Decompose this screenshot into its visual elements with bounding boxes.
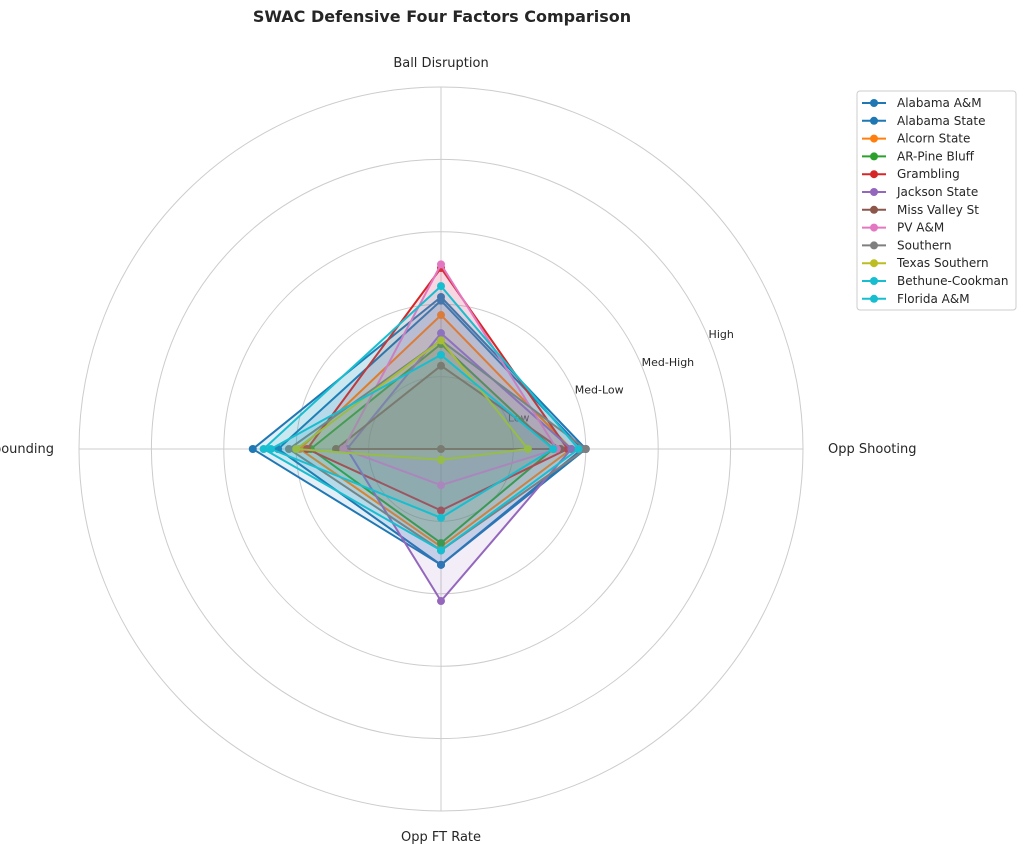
- data-point: [437, 361, 445, 370]
- data-point: [259, 445, 268, 453]
- legend-label: Alabama A&M: [897, 96, 982, 110]
- axis-label: Ball Disruption: [393, 56, 488, 71]
- legend-label: PV A&M: [897, 221, 944, 235]
- series: [342, 329, 576, 606]
- legend-label: Grambling: [897, 167, 960, 181]
- ring-label: Med-Low: [575, 384, 624, 397]
- data-point: [437, 560, 445, 569]
- legend-item: AR-Pine Bluff: [862, 149, 975, 163]
- legend-item: PV A&M: [862, 221, 944, 235]
- legend-label: Jackson State: [896, 185, 978, 199]
- legend-item: Alcorn State: [862, 132, 970, 146]
- data-point: [437, 260, 445, 269]
- data-point: [437, 455, 445, 464]
- legend-marker: [870, 99, 878, 107]
- data-point: [437, 539, 445, 548]
- legend-marker: [870, 188, 878, 196]
- data-point: [292, 445, 301, 453]
- legend-marker: [870, 259, 878, 268]
- data-point: [437, 546, 445, 555]
- legend-marker: [870, 152, 878, 161]
- ring-label: High: [709, 328, 734, 341]
- data-point: [284, 445, 293, 453]
- ring-label: Med-High: [642, 356, 695, 369]
- legend-marker: [870, 116, 878, 125]
- axis-label: Opp FT Rate: [401, 830, 481, 844]
- legend-label: Florida A&M: [897, 292, 970, 306]
- legend-label: Alabama State: [897, 114, 986, 128]
- legend-item: Jackson State: [862, 185, 978, 199]
- data-point: [437, 513, 445, 522]
- legend-marker: [870, 277, 878, 285]
- data-point: [567, 445, 576, 453]
- data-point: [437, 350, 445, 359]
- legend-label: Miss Valley St: [897, 203, 979, 217]
- legend-item: Bethune-Cookman: [862, 274, 1009, 288]
- legend-item: Texas Southern: [862, 256, 989, 270]
- legend-item: Alabama State: [862, 114, 986, 128]
- legend-item: Southern: [862, 238, 952, 252]
- data-point: [437, 329, 445, 338]
- legend-item: Florida A&M: [862, 292, 970, 306]
- legend: Alabama A&M Alabama State Alcorn State AR-P…: [856, 90, 1017, 311]
- axis-label: Def Rebounding: [0, 442, 54, 457]
- data-point: [437, 597, 445, 606]
- legend-item: Grambling: [862, 167, 960, 181]
- legend-marker: [870, 170, 878, 179]
- legend-label: Texas Southern: [896, 256, 989, 270]
- legend-marker: [870, 205, 878, 214]
- legend-marker: [870, 134, 878, 143]
- legend-box: [856, 90, 1017, 311]
- legend-label: Alcorn State: [897, 132, 970, 146]
- data-point: [437, 282, 445, 291]
- data-point: [581, 445, 590, 453]
- legend-label: Bethune-Cookman: [897, 274, 1009, 288]
- chart-title: SWAC Defensive Four Factors Comparison: [253, 7, 631, 26]
- legend-item: Miss Valley St: [862, 203, 979, 217]
- legend-marker: [870, 294, 878, 303]
- series: [266, 350, 558, 522]
- series: [259, 282, 583, 555]
- data-point: [523, 445, 532, 453]
- data-point: [339, 445, 348, 453]
- data-point: [248, 445, 257, 453]
- data-point: [549, 445, 558, 453]
- legend-item: Alabama A&M: [862, 96, 982, 110]
- data-point: [437, 311, 445, 320]
- axis-labels: Ball Disruption Opp Shooting Opp FT Rate De…: [0, 56, 916, 844]
- data-point: [437, 336, 445, 345]
- legend-label: AR-Pine Bluff: [897, 149, 975, 163]
- legend-marker: [870, 241, 878, 250]
- series-layer: [248, 260, 590, 606]
- data-point: [437, 481, 445, 490]
- axis-label: Opp Shooting: [828, 442, 916, 457]
- legend-marker: [870, 223, 878, 232]
- data-point: [437, 506, 445, 515]
- data-point: [266, 445, 275, 453]
- data-point: [437, 296, 445, 305]
- series: [292, 336, 532, 464]
- data-point: [574, 445, 583, 453]
- data-point: [437, 445, 445, 453]
- legend-label: Southern: [897, 238, 952, 252]
